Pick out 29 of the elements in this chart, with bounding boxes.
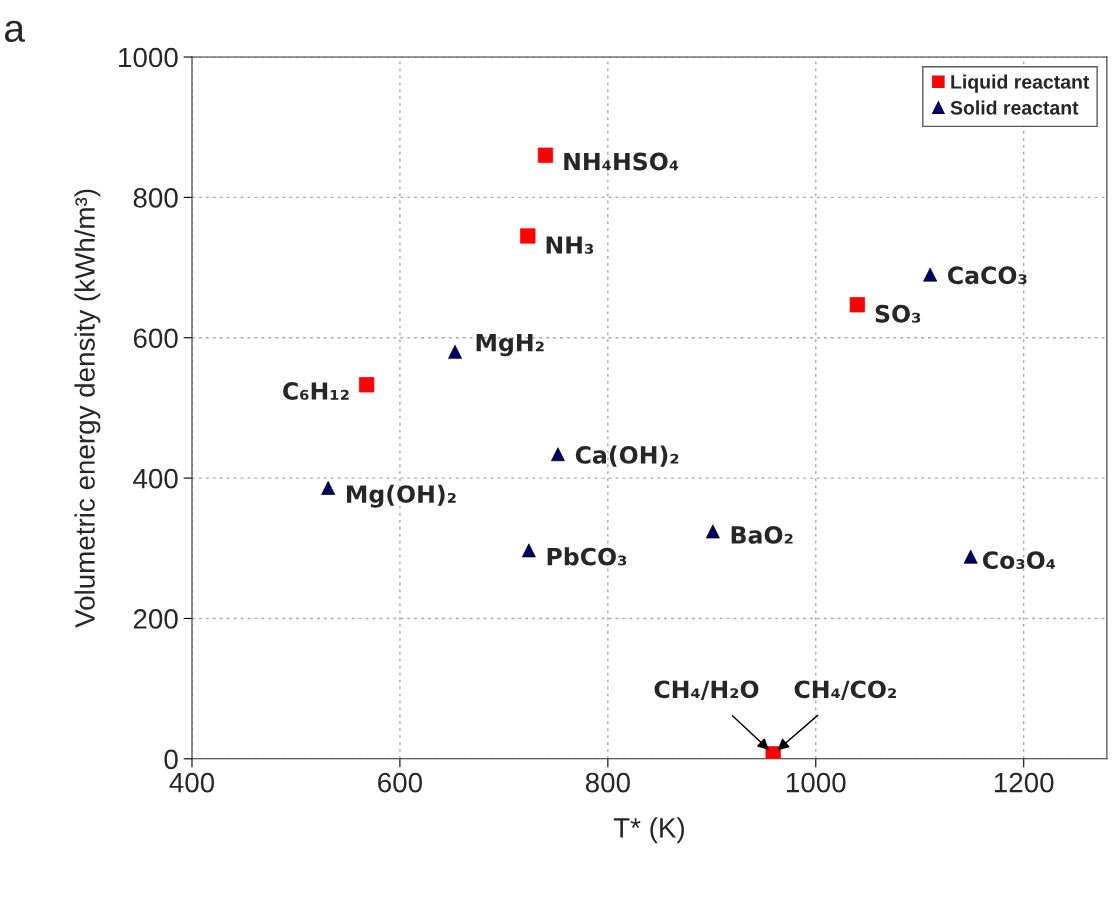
y-tick-label: 1000: [119, 47, 178, 68]
y-tick-label: 800: [133, 188, 178, 208]
chart-title: a: [4, 20, 25, 43]
annotation: CaCO₃: [947, 266, 1027, 285]
annotation: C₆H₁₂: [283, 382, 349, 400]
annotation: SO₃: [875, 304, 921, 323]
annotation: Mg(OH)₂: [347, 484, 456, 508]
annotation: MgH₂: [476, 333, 544, 357]
annotation: NH₃: [546, 236, 594, 254]
x-tick-label: 600: [378, 772, 423, 793]
x-tick-label: 1000: [787, 772, 846, 793]
legend-label: Solid reactant: [950, 100, 1079, 115]
y-axis-title: Volumetric energy density (kWh/m³): [74, 189, 101, 628]
y-tick-label: 0: [164, 749, 178, 770]
annotation: PbCO₃: [547, 547, 627, 566]
annotation: CH₄/CO₂: [794, 680, 896, 701]
legend-label: Liquid reactant: [951, 74, 1090, 93]
y-tick-label: 600: [133, 328, 178, 349]
annotation: Co₃O₄: [982, 551, 1056, 570]
annotation: NH₄HSO₄: [564, 152, 679, 171]
annotation: CH₄/H₂O: [654, 680, 759, 701]
x-tick-label: 800: [585, 772, 630, 793]
x-tick-label: 400: [169, 772, 215, 793]
x-axis-title: T* (K): [613, 817, 684, 844]
annotation: Ca(OH)₂: [575, 445, 679, 467]
y-tick-label: 400: [133, 468, 178, 489]
annotation: BaO₂: [731, 525, 793, 544]
y-tick-label: 200: [133, 609, 178, 629]
x-tick-label: 1200: [994, 772, 1054, 793]
